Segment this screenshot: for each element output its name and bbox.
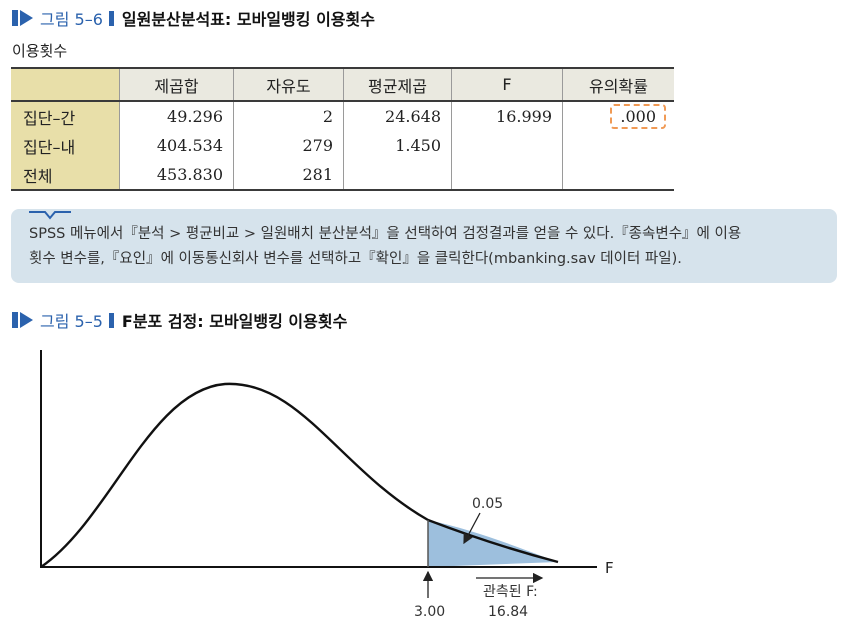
cell-f [451,131,563,160]
header-corner [11,68,120,101]
alpha-arrow [463,512,481,545]
cell-ss: 453.830 [119,160,234,190]
figure-label: 그림 5–5 [40,312,103,331]
f-density-curve [40,382,559,568]
header-f: F [451,68,563,101]
header-df: 자유도 [233,68,344,101]
alpha-label: 0.05 [472,496,503,512]
cell-sig: .000 [562,101,674,131]
cell-f: 16.999 [451,101,563,131]
table-row: 전체 453.830 281 [11,160,674,190]
cell-ms [343,160,452,190]
table-header-row: 제곱합 자유도 평균제곱 F 유의확률 [11,68,674,101]
table-subtitle: 이용횟수 [12,42,68,60]
row-label: 집단–간 [11,101,120,131]
cell-ss: 404.534 [119,131,234,160]
table-row: 집단–내 404.534 279 1.450 [11,131,674,160]
figure-heading-anova: 그림 5–6 일원분산분석표: 모바일뱅킹 이용횟수 [12,5,375,31]
table-row: 집단–간 49.296 2 24.648 16.999 .000 [11,101,674,131]
cell-f [451,160,563,190]
note-notch-icon [29,211,71,220]
significance-highlight: .000 [610,104,666,129]
cell-df: 2 [233,101,344,131]
note-line-1: SPSS 메뉴에서『분석 > 평균비교 > 일원배치 분산분석』을 선택하여 검… [29,226,742,242]
observed-f-label-line2: 16.84 [488,604,528,620]
row-label: 집단–내 [11,131,120,160]
anova-table: 제곱합 자유도 평균제곱 F 유의확률 집단–간 49.296 2 24.648… [11,67,674,191]
cell-ms: 24.648 [343,101,452,131]
double-chevron-right-icon [12,10,33,26]
figure-label: 그림 5–6 [40,10,103,29]
double-chevron-right-icon [12,312,33,328]
cell-ss: 49.296 [119,101,234,131]
title-bar-marker [108,10,114,26]
title-bar-marker [108,312,114,328]
x-axis-label: F [605,559,614,577]
header-mean-square: 평균제곱 [343,68,452,101]
figure-heading-fdist: 그림 5–5 F분포 검정: 모바일뱅킹 이용횟수 [12,307,347,333]
cell-df: 281 [233,160,344,190]
spss-note-box: SPSS 메뉴에서『분석 > 평균비교 > 일원배치 분산분석』을 선택하여 검… [11,209,837,283]
f-distribution-diagram: F 0.05 3.00 관측된 F: 16.84 [40,350,614,620]
cell-ms: 1.450 [343,131,452,160]
figure-title: 일원분산분석표: 모바일뱅킹 이용횟수 [121,10,375,29]
header-sum-of-squares: 제곱합 [119,68,234,101]
row-label: 전체 [11,160,120,190]
observed-f-label-line1: 관측된 F: [483,584,538,600]
figure-title: F분포 검정: 모바일뱅킹 이용횟수 [121,312,348,331]
cell-df: 279 [233,131,344,160]
critical-value-label: 3.00 [414,604,445,620]
cell-sig [562,160,674,190]
header-significance: 유의확률 [562,68,674,101]
note-line-2: 횟수 변수를,『요인』에 이동통신회사 변수를 선택하고『확인』을 클릭한다(m… [29,251,682,267]
cell-sig [562,131,674,160]
